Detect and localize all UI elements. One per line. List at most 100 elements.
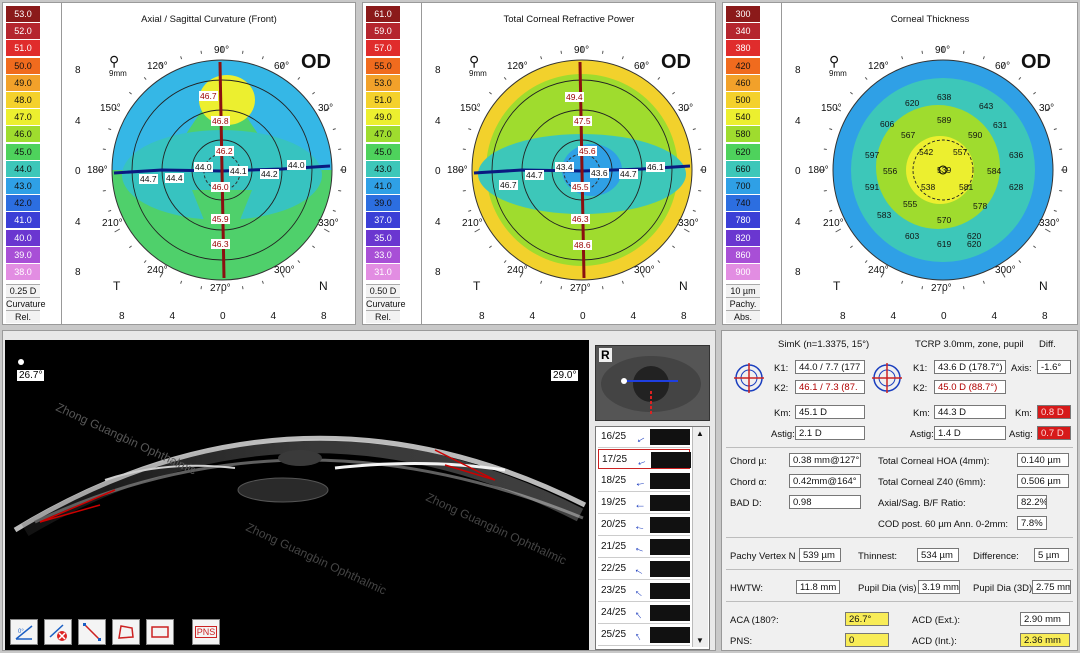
- angle-label-a120: 120°: [868, 61, 889, 72]
- map-value-label: 567: [901, 130, 916, 140]
- map-value-label: 46.7: [499, 180, 518, 190]
- zoom-label: 9mm: [469, 69, 487, 78]
- scheimpflug-image[interactable]: Zhong Guangbin Ophthalmic Zhong Guangbin…: [5, 340, 589, 650]
- map-value-label: 542: [919, 147, 934, 157]
- thickness-color-scale[interactable]: 300 340 380 420 460 500 540 580 620 660 700 740 780 8…: [723, 3, 782, 324]
- scale-mode[interactable]: Curvature: [6, 297, 46, 310]
- scale-swatch: 38.0: [6, 264, 40, 280]
- x-tick-label: 8: [119, 311, 125, 322]
- map-value-label: 44.7: [525, 170, 544, 180]
- scale-swatch: 47.0: [366, 126, 400, 143]
- slice-scrollbar[interactable]: ▲ ▼: [692, 427, 708, 647]
- angle-label-left: 180°: [808, 165, 829, 176]
- slice-item[interactable]: 18/25 ←: [598, 471, 690, 492]
- scale-swatch: 46.0: [6, 126, 40, 143]
- map-value-label: 44.7: [139, 174, 158, 184]
- scale-ref: Rel.: [366, 310, 400, 323]
- slice-item[interactable]: 23/25 ←: [598, 581, 690, 602]
- eye-od-label: OD: [1021, 51, 1051, 73]
- scale-swatch: 48.0: [6, 92, 40, 108]
- tcrp-astig-label: Astig:: [910, 429, 934, 440]
- scale-swatch: 43.0: [366, 160, 400, 177]
- slice-item[interactable]: 17/25 ←: [598, 449, 691, 470]
- angle-label-a60: 60°: [995, 61, 1011, 72]
- map-value-label: 628: [1009, 182, 1024, 192]
- slice-thumbnail: [650, 605, 690, 621]
- slice-direction-icon: ←: [632, 474, 648, 490]
- map-value-label: 46.3: [211, 239, 230, 249]
- scale-swatch: 860: [726, 246, 760, 263]
- slice-item[interactable]: 25/25 ←: [598, 625, 690, 646]
- axial-topography-map[interactable]: [3, 3, 355, 324]
- x-tick-label: 4: [630, 311, 637, 322]
- map-value-label: 46.0: [211, 182, 230, 192]
- eye-od-label: OD: [661, 51, 691, 73]
- scroll-down-arrow[interactable]: ▼: [696, 636, 704, 645]
- angle-label-a210: 210°: [462, 218, 483, 229]
- slice-item[interactable]: 19/25 ←: [598, 493, 690, 514]
- slice-item[interactable]: 21/25 ←: [598, 537, 690, 558]
- chord-alpha-label: Chord α:: [730, 477, 767, 488]
- angle-label-left: 180°: [447, 165, 468, 176]
- distance-tool-button[interactable]: [146, 619, 174, 645]
- x-tick-label: 4: [529, 311, 536, 322]
- cod-label: COD post. 60 µm Ann. 0-2mm:: [878, 519, 1009, 530]
- right-angle-marker: 29.0°: [551, 370, 579, 381]
- zoom-magnifier-icon[interactable]: ⚲: [469, 53, 480, 69]
- pns-field: 0: [845, 633, 889, 647]
- slice-label: 22/25: [601, 563, 627, 574]
- x-tick-label: 8: [321, 311, 327, 322]
- scale-mode[interactable]: Pachy.: [726, 297, 760, 310]
- scale-swatch: 53.0: [366, 74, 400, 91]
- acd-int-label: ACD (Int.):: [912, 636, 957, 647]
- map-value-label: 46.2: [215, 146, 234, 156]
- map-value-label: 44.1: [229, 166, 248, 176]
- watermark: Zhong Guangbin Ophthalmic: [54, 400, 199, 478]
- map-value-label: 606: [880, 119, 895, 129]
- simk-km-label: Km:: [774, 408, 791, 419]
- zoom-magnifier-icon[interactable]: ⚲: [109, 53, 120, 69]
- scroll-up-arrow[interactable]: ▲: [696, 429, 704, 438]
- scale-step: 0.50 D: [366, 284, 400, 297]
- map-value-label: 603: [905, 231, 920, 241]
- line-tool-button[interactable]: [78, 619, 106, 645]
- scale-swatch: 57.0: [366, 40, 400, 57]
- angle-label-a240: 240°: [868, 265, 889, 276]
- scale-mode[interactable]: Curvature: [366, 297, 406, 310]
- map-value-label: 620: [967, 231, 982, 241]
- slice-item[interactable]: 22/25 ←: [598, 559, 690, 580]
- angle-tool-button[interactable]: 0°: [10, 619, 38, 645]
- refractive-color-scale[interactable]: 61.0 59.0 57.0 55.0 53.0 51.0 49.0 47.0 45.0 43.0…: [363, 3, 422, 324]
- slice-label: 24/25: [601, 607, 627, 618]
- thickness-topography-map[interactable]: [723, 3, 1077, 324]
- axial-color-scale[interactable]: 53.0 52.0 51.0 50.0 49.0 48.0 47.0 46.0 45.0 44.0…: [3, 3, 62, 324]
- scale-step: 0.25 D: [6, 284, 40, 297]
- slice-list[interactable]: ▲ ▼ 16/25 ← 17/25 ← 18/25 ← 19/25 ← 20/25 ← 21/25 ←…: [595, 426, 710, 650]
- angle-label-a300: 300°: [995, 265, 1016, 276]
- pns-tool-button[interactable]: PNS: [192, 619, 220, 645]
- slice-direction-icon: ←: [634, 497, 646, 511]
- angle-label-a210: 210°: [102, 218, 123, 229]
- area-tool-button[interactable]: [112, 619, 140, 645]
- slice-label: 23/25: [601, 585, 627, 596]
- scale-swatch: 900: [726, 264, 760, 280]
- zoom-magnifier-icon[interactable]: ⚲: [829, 53, 840, 69]
- slice-item[interactable]: 16/25 ←: [598, 427, 690, 448]
- corneal-thickness-panel: 300 340 380 420 460 500 540 580 620 660 700 740 780 8…: [722, 2, 1078, 325]
- simk-axis-icon: [734, 363, 764, 393]
- y-tick-label: 0: [795, 166, 801, 177]
- slice-item[interactable]: 20/25 ←: [598, 515, 690, 536]
- scale-swatch: 47.0: [6, 109, 40, 126]
- pupil-vis-field: 3.19 mm: [918, 580, 960, 594]
- scale-swatch: 52.0: [6, 23, 40, 40]
- eye-thumbnail[interactable]: R: [595, 345, 710, 421]
- angle-label-a330: 330°: [678, 218, 699, 229]
- delete-tool-button[interactable]: [44, 619, 72, 645]
- map-value-label: 570: [937, 215, 952, 225]
- map-value-label: 45.9: [211, 214, 230, 224]
- left-angle-marker: 26.7°: [17, 370, 45, 381]
- map-value-label: 46.7: [199, 91, 218, 101]
- map-value-label: 620: [967, 239, 982, 249]
- slice-item[interactable]: 24/25 ←: [598, 603, 690, 624]
- slice-thumbnail: [650, 539, 690, 555]
